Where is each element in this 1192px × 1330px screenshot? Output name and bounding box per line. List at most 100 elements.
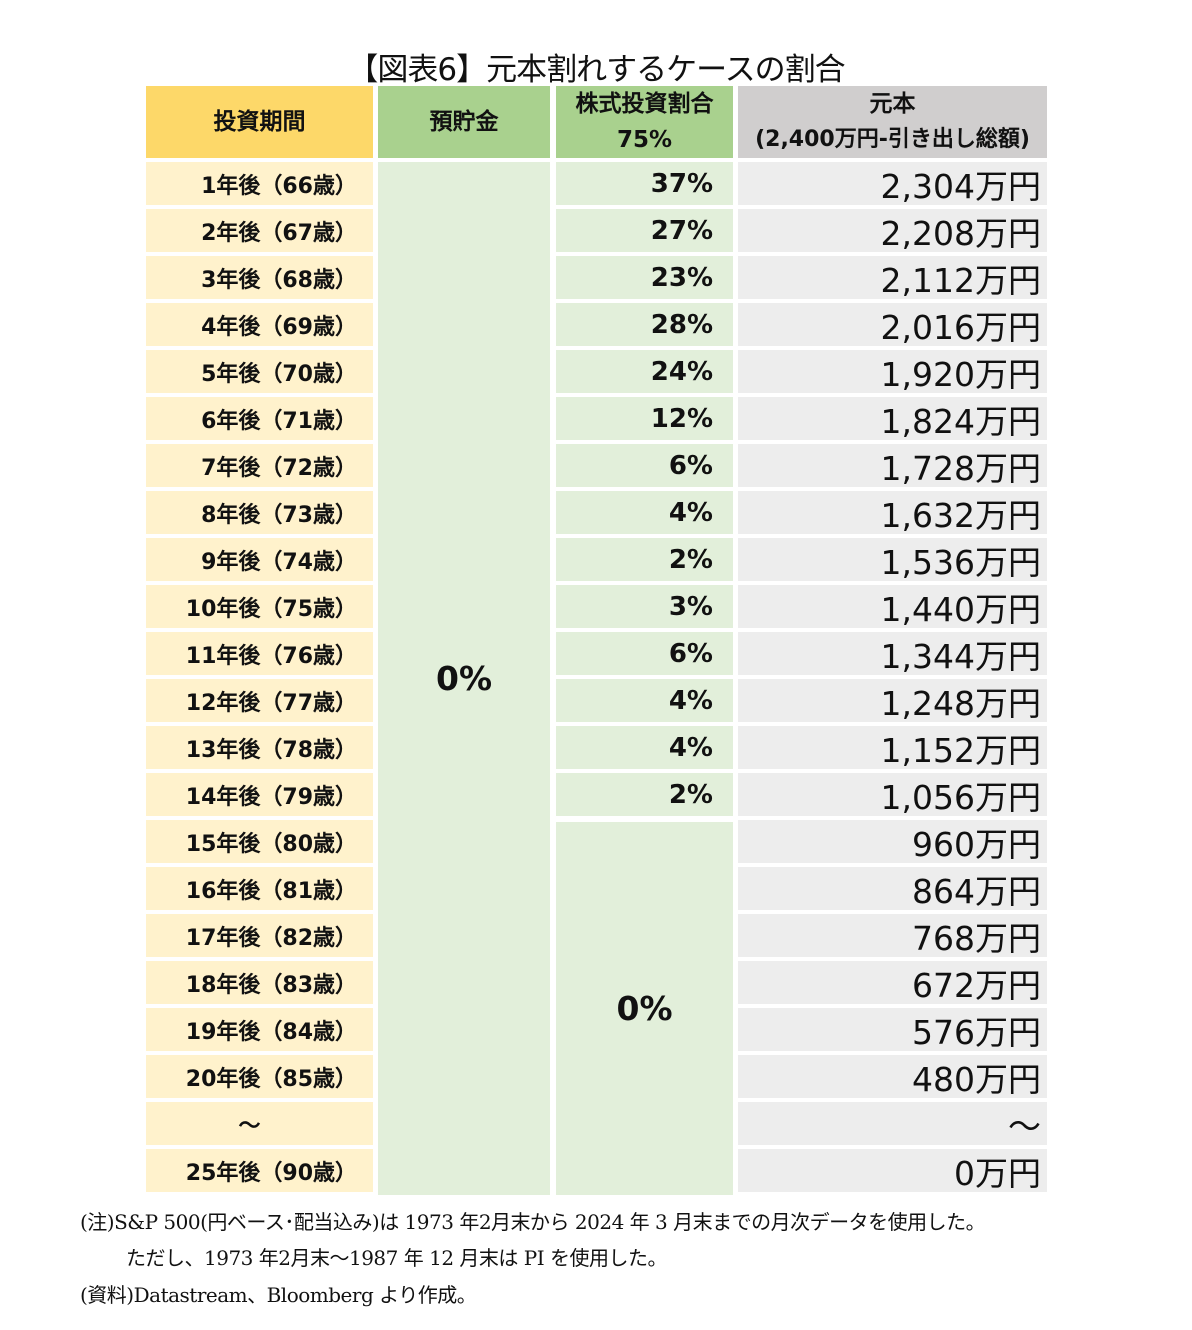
principal-cell: ～ (738, 1102, 1047, 1146)
principal-cell-text: 960万円 (912, 824, 1041, 864)
principal-cell: 768万円 (738, 914, 1047, 958)
stock-ratio-cell: 2% (556, 773, 733, 816)
header-stock-label: 株式投資割合 (575, 91, 714, 117)
stock-ratio-cell-text: 27% (650, 215, 713, 246)
principal-cell: 1,824万円 (738, 397, 1047, 441)
period-cell-text: 5年後（70歳） (201, 361, 357, 387)
stock-ratio-cell-text: 23% (650, 262, 713, 293)
stock-ratio-cell: 6% (556, 444, 733, 487)
period-cell-text: 20年後（85歳） (185, 1066, 357, 1092)
period-cell: 5年後（70歳） (146, 350, 373, 393)
period-cell: 17年後（82歳） (146, 914, 373, 957)
period-cell: 20年後（85歳） (146, 1055, 373, 1098)
principal-cell-text: 672万円 (912, 965, 1041, 1005)
period-cell: 14年後（79歳） (146, 773, 373, 816)
period-cell: 4年後（69歳） (146, 303, 373, 346)
period-cell: 25年後（90歳） (146, 1149, 373, 1192)
principal-cell: 1,248万円 (738, 679, 1047, 723)
header-stock-ratio: 75% (616, 127, 673, 153)
principal-cell-text: 1,824万円 (880, 401, 1041, 441)
principal-cell: 1,728万円 (738, 444, 1047, 488)
period-cell-text: 2年後（67歳） (201, 220, 357, 246)
stock-ratio-cell-text: 3% (668, 591, 713, 622)
principal-cell-text: 480万円 (912, 1059, 1041, 1099)
period-cell-text: 19年後（84歳） (185, 1019, 357, 1045)
header-principal-label: 元本 (869, 91, 916, 117)
stock-ratio-cell-text: 4% (668, 497, 713, 528)
principal-cell-text: 2,112万円 (880, 260, 1041, 300)
principal-cell-text: 2,016万円 (880, 307, 1041, 347)
principal-cell: 2,016万円 (738, 303, 1047, 347)
principal-cell: 1,536万円 (738, 538, 1047, 582)
period-cell: 15年後（80歳） (146, 820, 373, 863)
principal-cell: 2,304万円 (738, 162, 1047, 206)
stock-ratio-cell: 28% (556, 303, 733, 346)
period-cell-text: 10年後（75歳） (185, 596, 357, 622)
period-cell: 6年後（71歳） (146, 397, 373, 440)
stock-ratio-cell-text: 12% (650, 403, 713, 434)
principal-cell-text: 576万円 (912, 1012, 1041, 1052)
principal-cell-text: 0万円 (954, 1153, 1041, 1193)
header-stock: 株式投資割合 75% (556, 86, 733, 158)
period-cell-text: 13年後（78歳） (185, 737, 357, 763)
period-cell-text: 6年後（71歳） (201, 408, 357, 434)
stock-ratio-cell-text: 4% (668, 685, 713, 716)
stock-ratio-cell: 24% (556, 350, 733, 393)
principal-cell: 2,112万円 (738, 256, 1047, 300)
note-line-1: (注)S&P 500(円ベース･配当込み)は 1973 年2月末から 2024 … (80, 1210, 986, 1234)
principal-cell-text: 1,632万円 (880, 495, 1041, 535)
principal-cell: 576万円 (738, 1008, 1047, 1052)
principal-cell-text: 1,344万円 (880, 636, 1041, 676)
principal-cell: 1,632万円 (738, 491, 1047, 535)
period-cell-text: ～ (238, 1113, 261, 1139)
period-cell: 18年後（83歳） (146, 961, 373, 1004)
period-cell: 10年後（75歳） (146, 585, 373, 628)
principal-cell-text: 2,304万円 (880, 166, 1041, 206)
principal-cell: 1,344万円 (738, 632, 1047, 676)
header-period-label: 投資期間 (213, 109, 306, 135)
chart-title: 【図表6】元本割れするケースの割合 (347, 52, 845, 88)
stock-merged-cell: 0% (556, 822, 733, 1195)
period-cell: 8年後（73歳） (146, 491, 373, 534)
period-cell: 2年後（67歳） (146, 209, 373, 252)
stock-ratio-cell: 4% (556, 491, 733, 534)
period-cell: 16年後（81歳） (146, 867, 373, 910)
principal-cell: 672万円 (738, 961, 1047, 1005)
savings-value: 0% (435, 659, 493, 698)
stock-ratio-cell: 2% (556, 538, 733, 581)
period-cell-text: 4年後（69歳） (201, 314, 357, 340)
note-line-2: ただし、1973 年2月末～1987 年 12 月末は PI を使用した。 (126, 1246, 667, 1270)
stock-ratio-cell: 23% (556, 256, 733, 299)
period-cell-text: 18年後（83歳） (185, 972, 357, 998)
savings-merged-cell: 0% (378, 162, 550, 1195)
period-cell: 11年後（76歳） (146, 632, 373, 675)
stock-merged-value: 0% (616, 989, 673, 1028)
period-cell: 12年後（77歳） (146, 679, 373, 722)
period-cell: 19年後（84歳） (146, 1008, 373, 1051)
header-savings-label: 預貯金 (429, 109, 499, 135)
stock-ratio-cell-text: 37% (650, 168, 713, 199)
period-cell-text: 17年後（82歳） (185, 925, 357, 951)
period-cell-text: 15年後（80歳） (185, 831, 357, 857)
period-cell: ～ (146, 1102, 373, 1145)
period-cell: 13年後（78歳） (146, 726, 373, 769)
period-cell-text: 7年後（72歳） (201, 455, 357, 481)
principal-cell-text: 1,728万円 (880, 448, 1041, 488)
principal-cell-text: 1,056万円 (880, 777, 1041, 817)
principal-cell: 2,208万円 (738, 209, 1047, 253)
period-cell: 3年後（68歳） (146, 256, 373, 299)
period-cell-text: 11年後（76歳） (185, 643, 357, 669)
principal-cell: 480万円 (738, 1055, 1047, 1099)
header-principal-sub: (2,400万円-引き出し総額) (755, 127, 1030, 152)
period-cell-text: 1年後（66歳） (201, 173, 357, 199)
principal-cell: 0万円 (738, 1149, 1047, 1193)
principal-cell: 1,440万円 (738, 585, 1047, 629)
header-period: 投資期間 (146, 86, 373, 158)
period-cell-text: 9年後（74歳） (201, 549, 357, 575)
principal-cell-text: 1,536万円 (880, 542, 1041, 582)
period-cell-text: 3年後（68歳） (201, 267, 357, 293)
period-cell-text: 12年後（77歳） (185, 690, 357, 716)
principal-cell-text: 768万円 (912, 918, 1041, 958)
period-cell-text: 14年後（79歳） (185, 784, 357, 810)
principal-cell: 864万円 (738, 867, 1047, 911)
